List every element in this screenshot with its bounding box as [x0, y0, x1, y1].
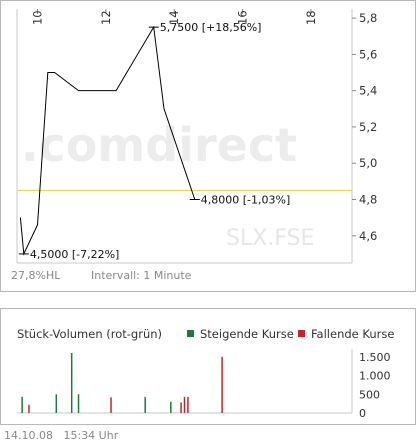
price-chart: .comdirect SLX.FSE 10 12 14 16 18 5,8 5,6 5,4 5,2 5… [16, 9, 377, 264]
annotation-label: 5,7500 [+18,56%] [160, 21, 262, 34]
volume-y-tick-label: 1.000 [359, 370, 391, 383]
y-tick-label: 5,6 [359, 47, 377, 61]
y-tick-label: 4,8 [359, 193, 377, 207]
volume-bar [144, 396, 146, 413]
footer-date: 14.10.08 [4, 429, 53, 442]
volume-bar [55, 394, 58, 413]
y-tick-label: 5,0 [359, 156, 377, 170]
volume-bar [70, 353, 73, 413]
volume-chart-panel: 1.500 1.000 500 0 Stück-Volumen (rot-grün) … [0, 308, 416, 425]
volume-bar [77, 394, 80, 413]
volume-bar [21, 396, 23, 413]
hl-info: 27,8%HL [11, 269, 61, 282]
volume-y-tick-label: 0 [359, 407, 366, 420]
watermark: .comdirect [21, 118, 297, 172]
volume-bar [221, 356, 223, 413]
annotation-label: 4,8000 [-1,03%] [201, 194, 290, 207]
annotation-label: 4,5000 [-7,22%] [30, 248, 119, 261]
y-tick-label: 5,8 [359, 11, 377, 25]
volume-bar [28, 404, 30, 413]
price-line [19, 25, 196, 256]
x-tick-label: 12 [99, 10, 113, 25]
volume-y-tick-label: 1.500 [359, 351, 391, 364]
legend-down: Fallende Kurse [298, 327, 394, 341]
timestamp: 14.10.08 15:34 Uhr [4, 429, 118, 442]
legend-down-label: Fallende Kurse [311, 327, 395, 341]
x-tick-label: 16 [236, 10, 250, 25]
volume-y-tick-label: 500 [359, 388, 380, 401]
legend-up-label: Steigende Kurse [200, 327, 294, 341]
y-tick-label: 5,4 [359, 84, 377, 98]
volume-chart: 1.500 1.000 500 0 [17, 349, 391, 420]
legend-up-swatch [187, 330, 194, 337]
x-tick-label: 18 [304, 10, 318, 25]
volume-bar [110, 397, 112, 413]
volume-bar [187, 396, 189, 413]
legend-down-swatch [298, 330, 305, 337]
y-tick-label: 5,2 [359, 120, 377, 134]
volume-bar [170, 401, 172, 413]
legend-up: Steigende Kurse [187, 327, 294, 341]
price-chart-panel: .comdirect SLX.FSE 10 12 14 16 18 5,8 5,6 5,4 5,2 5… [0, 0, 416, 292]
volume-bar [183, 396, 186, 413]
x-tick-label: 10 [31, 10, 45, 25]
footer-time: 15:34 Uhr [63, 429, 119, 442]
y-tick-label: 4,6 [359, 229, 377, 243]
volume-bar [180, 402, 182, 413]
interval-info: Intervall: 1 Minute [91, 269, 192, 282]
x-tick-label: 14 [167, 10, 181, 25]
watermark-symbol: SLX.FSE [226, 226, 314, 251]
volume-title: Stück-Volumen (rot-grün) [17, 327, 163, 341]
